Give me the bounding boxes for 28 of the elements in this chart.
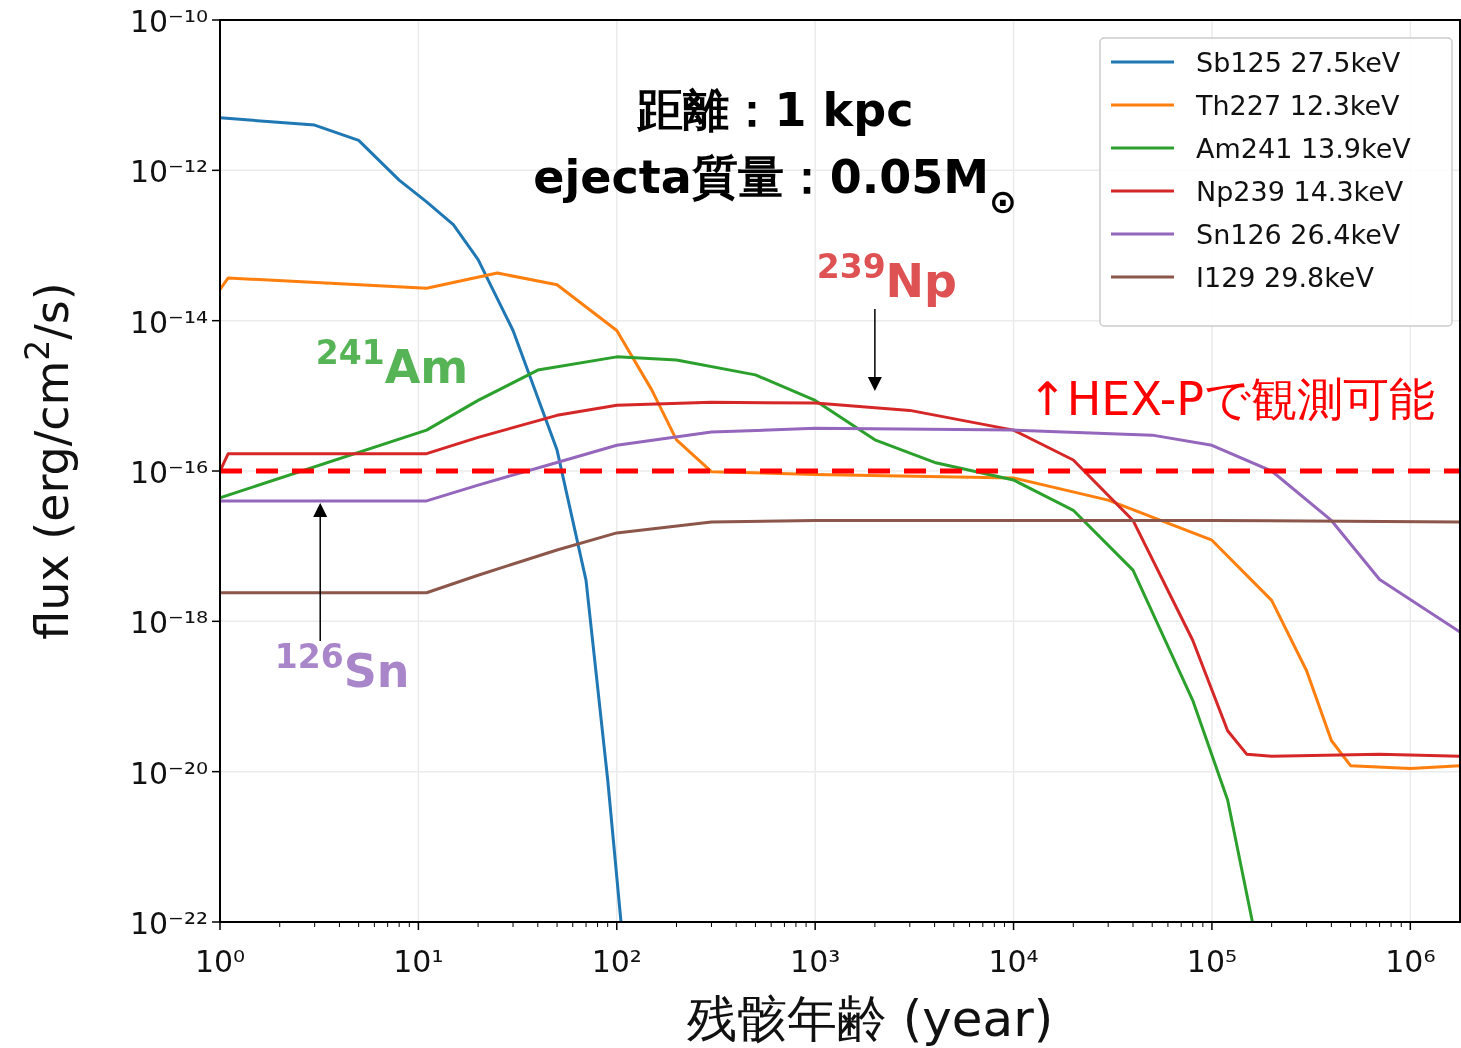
y-tick-label: 10⁻¹⁰	[129, 4, 208, 39]
legend-label: Sn126 26.4keV	[1196, 219, 1401, 250]
annotation: 距離：1 kpc	[636, 83, 914, 137]
legend-label: Am241 13.9keV	[1196, 133, 1412, 164]
annotation: $^{126}$Sn	[274, 502, 410, 698]
y-tick-label: 10⁻¹⁸	[129, 605, 208, 641]
x-tick-label: 10²	[591, 944, 642, 979]
x-tick-label: 10⁰	[194, 944, 246, 979]
legend-label: Sb125 27.5keV	[1196, 47, 1401, 78]
y-tick-label: 10⁻¹⁶	[129, 455, 208, 490]
annotation: ejecta質量：0.05M$_{⊙}$	[533, 150, 1017, 221]
x-axis-title: 残骸年齢 (year)	[686, 990, 1054, 1048]
x-tick-label: 10⁴	[988, 944, 1039, 979]
annotation: $^{239}$Np	[816, 246, 958, 392]
x-tick-label: 10¹	[393, 944, 444, 979]
legend-label: Np239 14.3keV	[1196, 176, 1404, 207]
legend-label: I129 29.8keV	[1196, 262, 1375, 293]
y-tick-label: 10⁻¹²	[129, 154, 208, 190]
y-tick-label: 10⁻²⁰	[129, 755, 208, 791]
annotation: $^{126}$Sn	[274, 636, 410, 698]
annotation: $^{239}$Np	[816, 246, 958, 309]
x-tick-label: 10³	[790, 944, 841, 979]
x-tick-label: 10⁶	[1385, 944, 1436, 979]
legend-label: Th227 12.3keV	[1195, 90, 1401, 121]
x-tick-label: 10⁵	[1186, 944, 1238, 979]
y-tick-label: 10⁻¹⁴	[129, 304, 208, 340]
ref-line-label: ↑HEX-Pで観測可能	[1028, 372, 1435, 426]
y-tick-label: 10⁻²²	[129, 906, 208, 941]
